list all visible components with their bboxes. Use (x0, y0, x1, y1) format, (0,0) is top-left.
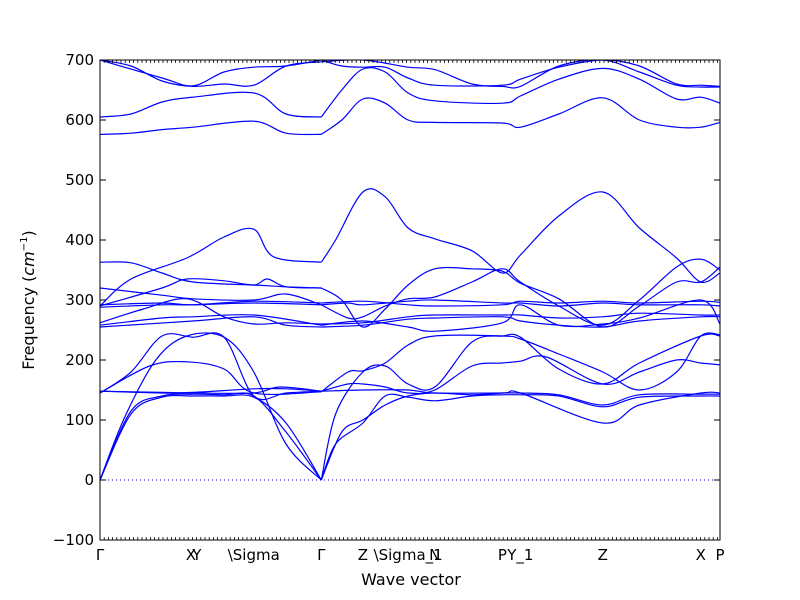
band-line-8 (100, 316, 322, 328)
y-axis-label-text: Frequency ( (19, 276, 38, 370)
band-line-27 (321, 315, 720, 328)
band-line-20 (100, 60, 322, 87)
x-tick-label: P (715, 546, 724, 564)
x-tick-label: Y (191, 546, 202, 564)
band-line-19 (100, 60, 322, 88)
band-line-25 (321, 389, 720, 424)
band-line-6 (100, 387, 322, 394)
x-tick-label: Γ (96, 546, 105, 564)
y-axis-label: Frequency (cm−1) (19, 230, 38, 369)
band-line-38 (321, 60, 720, 87)
band-line-35 (320, 97, 720, 135)
band-line-15 (100, 261, 322, 289)
band-line-21 (320, 393, 720, 481)
band-line-26 (320, 332, 720, 393)
y-tick-label: 700 (65, 51, 94, 69)
band-line-7 (100, 360, 322, 396)
band-line-33 (321, 266, 720, 328)
band-line-4 (100, 332, 322, 401)
y-axis: −100 0 100 200 300 400 500 600 700 (53, 51, 720, 549)
x-tick-label: N (429, 546, 440, 564)
band-line-37 (321, 60, 720, 89)
band-line-16 (100, 227, 322, 307)
band-line-18 (100, 91, 322, 118)
band-line-24 (321, 355, 720, 395)
band-line-12 (100, 300, 322, 306)
x-tick-label: X (696, 546, 706, 564)
band-line-28 (321, 299, 720, 332)
y-tick-label: 200 (65, 351, 94, 369)
x-tick-label: \Sigma (228, 546, 280, 564)
y-axis-label-close: ) (19, 230, 38, 236)
x-tick-label: P (498, 546, 507, 564)
band-line-9 (100, 314, 322, 326)
band-line-32 (321, 258, 720, 326)
band-line-3 (100, 332, 322, 481)
x-tick-label: X (186, 546, 196, 564)
band-line-29 (321, 312, 720, 325)
band-line-2 (100, 392, 322, 481)
x-axis-label: Wave vector (361, 570, 461, 589)
band-line-1 (100, 394, 322, 481)
x-tick-label: Z (598, 546, 608, 564)
x-tick-label: Y_1 (506, 546, 533, 565)
y-tick-label: 500 (65, 171, 94, 189)
y-tick-label: 100 (65, 411, 94, 429)
y-tick-label: 0 (84, 471, 94, 489)
x-tick-label: \Sigma_1 (374, 546, 443, 565)
band-line-10 (100, 298, 322, 325)
band-line-36 (320, 66, 720, 118)
y-tick-label: 600 (65, 111, 94, 129)
band-line-17 (100, 120, 322, 136)
y-tick-label: −100 (53, 531, 94, 549)
y-axis-label-exponent: −1 (19, 237, 30, 252)
x-tick-label: Z (358, 546, 368, 564)
x-tick-label: Γ (317, 546, 326, 564)
x-axis: Γ XY \Sigma Γ Z \Sigma_1N P Y_1 Z X P (96, 60, 725, 565)
y-axis-label-unit: cm (19, 251, 38, 275)
band-line-22 (320, 392, 720, 481)
band-line-13 (100, 287, 322, 306)
y-tick-label: 400 (65, 231, 94, 249)
band-lines (100, 60, 720, 481)
band-line-31 (321, 300, 720, 307)
y-tick-label: 300 (65, 291, 94, 309)
band-line-34 (320, 188, 720, 283)
